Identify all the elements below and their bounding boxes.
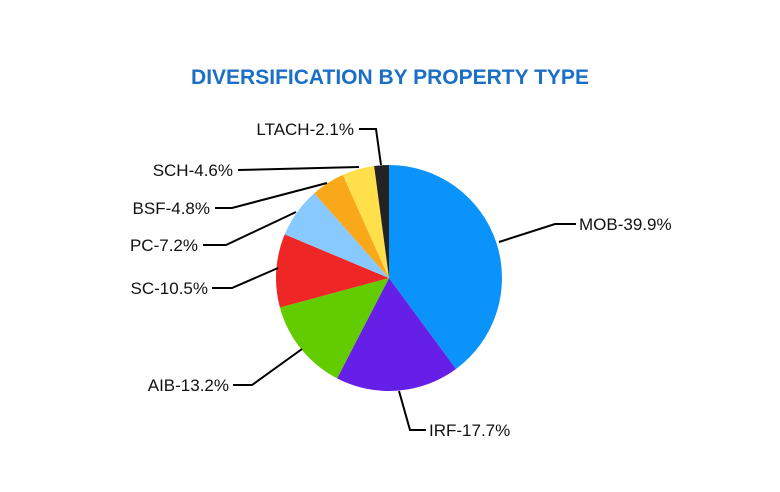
pie-slice-aib	[279, 278, 389, 379]
leader-line-bsf	[215, 182, 328, 209]
pie-slice-sc	[275, 234, 389, 308]
pie-slice-mob	[389, 165, 502, 369]
data-label-sch: SCH-4.6%	[153, 161, 233, 180]
data-label-ltach: LTACH-2.1%	[256, 120, 354, 139]
pie-slice-sch	[342, 165, 389, 278]
chart-title: DIVERSIFICATION BY PROPERTY TYPE	[191, 66, 589, 89]
leader-line-sch	[237, 166, 360, 171]
pie-slice-irf	[337, 278, 456, 391]
data-label-mob: MOB-39.9%	[579, 215, 672, 234]
data-label-irf: IRF-17.7%	[429, 421, 510, 440]
leader-line-sc	[212, 267, 279, 289]
pie-slice-ltach	[374, 165, 389, 278]
leader-line-pc	[203, 211, 297, 246]
data-label-pc: PC-7.2%	[130, 236, 198, 255]
leader-line-mob	[498, 223, 576, 243]
pie-slice-bsf	[314, 174, 389, 278]
data-label-bsf: BSF-4.8%	[133, 199, 210, 218]
data-label-sc: SC-10.5%	[131, 279, 208, 298]
pie-slice-pc	[284, 193, 389, 278]
leader-line-irf	[398, 390, 426, 431]
leader-line-aib	[233, 348, 303, 386]
data-label-aib: AIB-13.2%	[148, 376, 229, 395]
leader-line-ltach	[359, 128, 382, 166]
